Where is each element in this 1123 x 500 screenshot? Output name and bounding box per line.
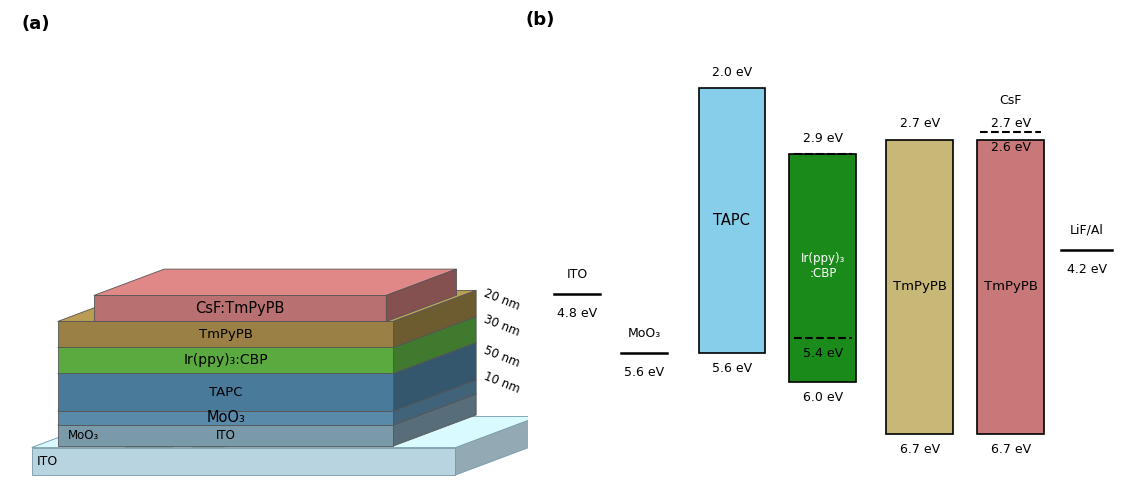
Text: Ir(ppy)₃
:CBP: Ir(ppy)₃ :CBP xyxy=(801,252,844,280)
Polygon shape xyxy=(192,429,273,448)
Polygon shape xyxy=(57,374,393,411)
Polygon shape xyxy=(31,448,456,475)
Polygon shape xyxy=(393,342,476,411)
Text: 20 nm: 20 nm xyxy=(483,286,522,312)
Text: 4.8 eV: 4.8 eV xyxy=(557,308,597,320)
Polygon shape xyxy=(57,411,393,425)
Text: 30 nm: 30 nm xyxy=(483,312,522,338)
Text: 2.7 eV: 2.7 eV xyxy=(900,117,940,130)
Polygon shape xyxy=(57,425,393,446)
Text: 6.7 eV: 6.7 eV xyxy=(990,442,1031,456)
Bar xyxy=(789,154,856,382)
Text: MoO₃: MoO₃ xyxy=(628,326,660,340)
Polygon shape xyxy=(94,269,457,295)
Bar xyxy=(886,140,953,434)
Polygon shape xyxy=(456,416,538,475)
Text: MoO₃: MoO₃ xyxy=(69,429,99,442)
Text: CsF:TmPyPB: CsF:TmPyPB xyxy=(195,301,285,316)
Text: 2.9 eV: 2.9 eV xyxy=(803,132,843,145)
Text: 6.7 eV: 6.7 eV xyxy=(900,442,940,456)
Polygon shape xyxy=(393,394,476,446)
Text: TmPyPB: TmPyPB xyxy=(984,280,1038,293)
Text: TmPyPB: TmPyPB xyxy=(893,280,947,293)
Text: 4.2 eV: 4.2 eV xyxy=(1067,263,1106,276)
Polygon shape xyxy=(57,380,476,411)
Polygon shape xyxy=(57,348,393,374)
Text: 5.6 eV: 5.6 eV xyxy=(624,366,664,379)
Text: LiF/Al: LiF/Al xyxy=(1070,224,1104,237)
Polygon shape xyxy=(386,269,457,322)
Polygon shape xyxy=(31,416,538,448)
Bar xyxy=(699,88,765,353)
Polygon shape xyxy=(31,416,538,448)
Text: ITO: ITO xyxy=(37,455,58,468)
Text: (b): (b) xyxy=(526,11,555,29)
Text: 10 nm: 10 nm xyxy=(483,370,522,396)
Polygon shape xyxy=(57,316,476,348)
Polygon shape xyxy=(57,342,476,374)
Polygon shape xyxy=(393,290,476,348)
Text: MoO₃: MoO₃ xyxy=(207,410,245,426)
Text: 2.6 eV: 2.6 eV xyxy=(990,141,1031,154)
Text: 5.6 eV: 5.6 eV xyxy=(712,362,752,375)
Text: 5.4 eV: 5.4 eV xyxy=(803,347,843,360)
Polygon shape xyxy=(57,322,393,347)
Bar xyxy=(977,140,1044,434)
Text: TAPC: TAPC xyxy=(713,213,750,228)
Polygon shape xyxy=(94,296,386,322)
Text: CsF: CsF xyxy=(999,94,1022,106)
Polygon shape xyxy=(57,394,476,425)
Text: 6.0 eV: 6.0 eV xyxy=(803,391,843,404)
Text: (a): (a) xyxy=(21,15,51,33)
Text: 50 nm: 50 nm xyxy=(483,344,522,370)
Text: TAPC: TAPC xyxy=(209,386,243,398)
Text: TmPyPB: TmPyPB xyxy=(199,328,253,341)
Text: Ir(ppy)₃:CBP: Ir(ppy)₃:CBP xyxy=(183,354,268,368)
Text: 2.0 eV: 2.0 eV xyxy=(712,66,752,78)
Text: ITO: ITO xyxy=(567,268,587,281)
Text: ITO: ITO xyxy=(216,429,236,442)
Text: 2.7 eV: 2.7 eV xyxy=(990,117,1031,130)
Polygon shape xyxy=(393,316,476,374)
Polygon shape xyxy=(57,290,476,322)
Polygon shape xyxy=(393,380,476,425)
Polygon shape xyxy=(125,429,221,448)
